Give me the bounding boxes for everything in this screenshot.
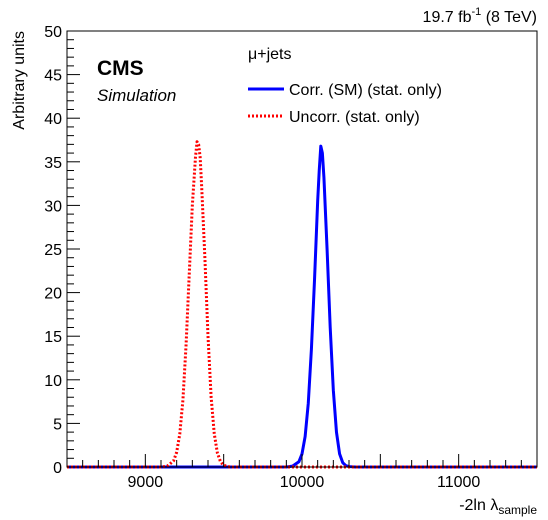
x-tick-label: 11000 <box>437 474 480 491</box>
x-axis-title-main: -2ln λ <box>459 497 498 514</box>
experiment-label: CMS <box>97 57 144 80</box>
series-line-corr <box>67 144 537 469</box>
y-tick-label: 0 <box>53 460 62 477</box>
x-tick-label: 9000 <box>128 474 164 491</box>
y-tick-label: 40 <box>44 111 62 128</box>
y-tick-label: 15 <box>44 329 62 346</box>
y-tick-label: 30 <box>44 198 62 215</box>
legend-label-uncorr: Uncorr. (stat. only) <box>289 109 420 126</box>
series-line-uncorr <box>67 140 537 469</box>
legend-header: μ+jets <box>248 46 291 63</box>
luminosity-prefix: 19.7 fb <box>423 9 472 26</box>
y-tick-label: 5 <box>53 416 62 433</box>
luminosity-label: 19.7 fb-1 (8 TeV) <box>423 6 537 26</box>
y-axis: 0 5 10 15 20 25 30 35 40 45 50 <box>44 24 80 477</box>
series-layer <box>67 140 537 469</box>
y-tick-label: 50 <box>44 24 62 41</box>
luminosity-suffix: (8 TeV) <box>481 9 537 26</box>
y-tick-label: 45 <box>44 68 62 85</box>
x-tick-label: 10000 <box>280 474 325 491</box>
y-tick-label: 20 <box>44 286 62 303</box>
legend-label-corr: Corr. (SM) (stat. only) <box>289 82 442 99</box>
simulation-label: Simulation <box>97 86 176 105</box>
x-axis-title: -2ln λsample <box>459 497 537 517</box>
x-axis-title-sub: sample <box>498 503 537 517</box>
x-axis: 9000 10000 11000 <box>66 454 538 491</box>
y-tick-label: 25 <box>44 242 62 259</box>
y-tick-label: 10 <box>44 373 62 390</box>
y-tick-label: 35 <box>44 155 62 172</box>
y-axis-title: Arbitrary units <box>11 31 28 130</box>
legend: μ+jets Corr. (SM) (stat. only) Uncorr. (… <box>248 46 442 126</box>
luminosity-sup: -1 <box>471 6 481 18</box>
